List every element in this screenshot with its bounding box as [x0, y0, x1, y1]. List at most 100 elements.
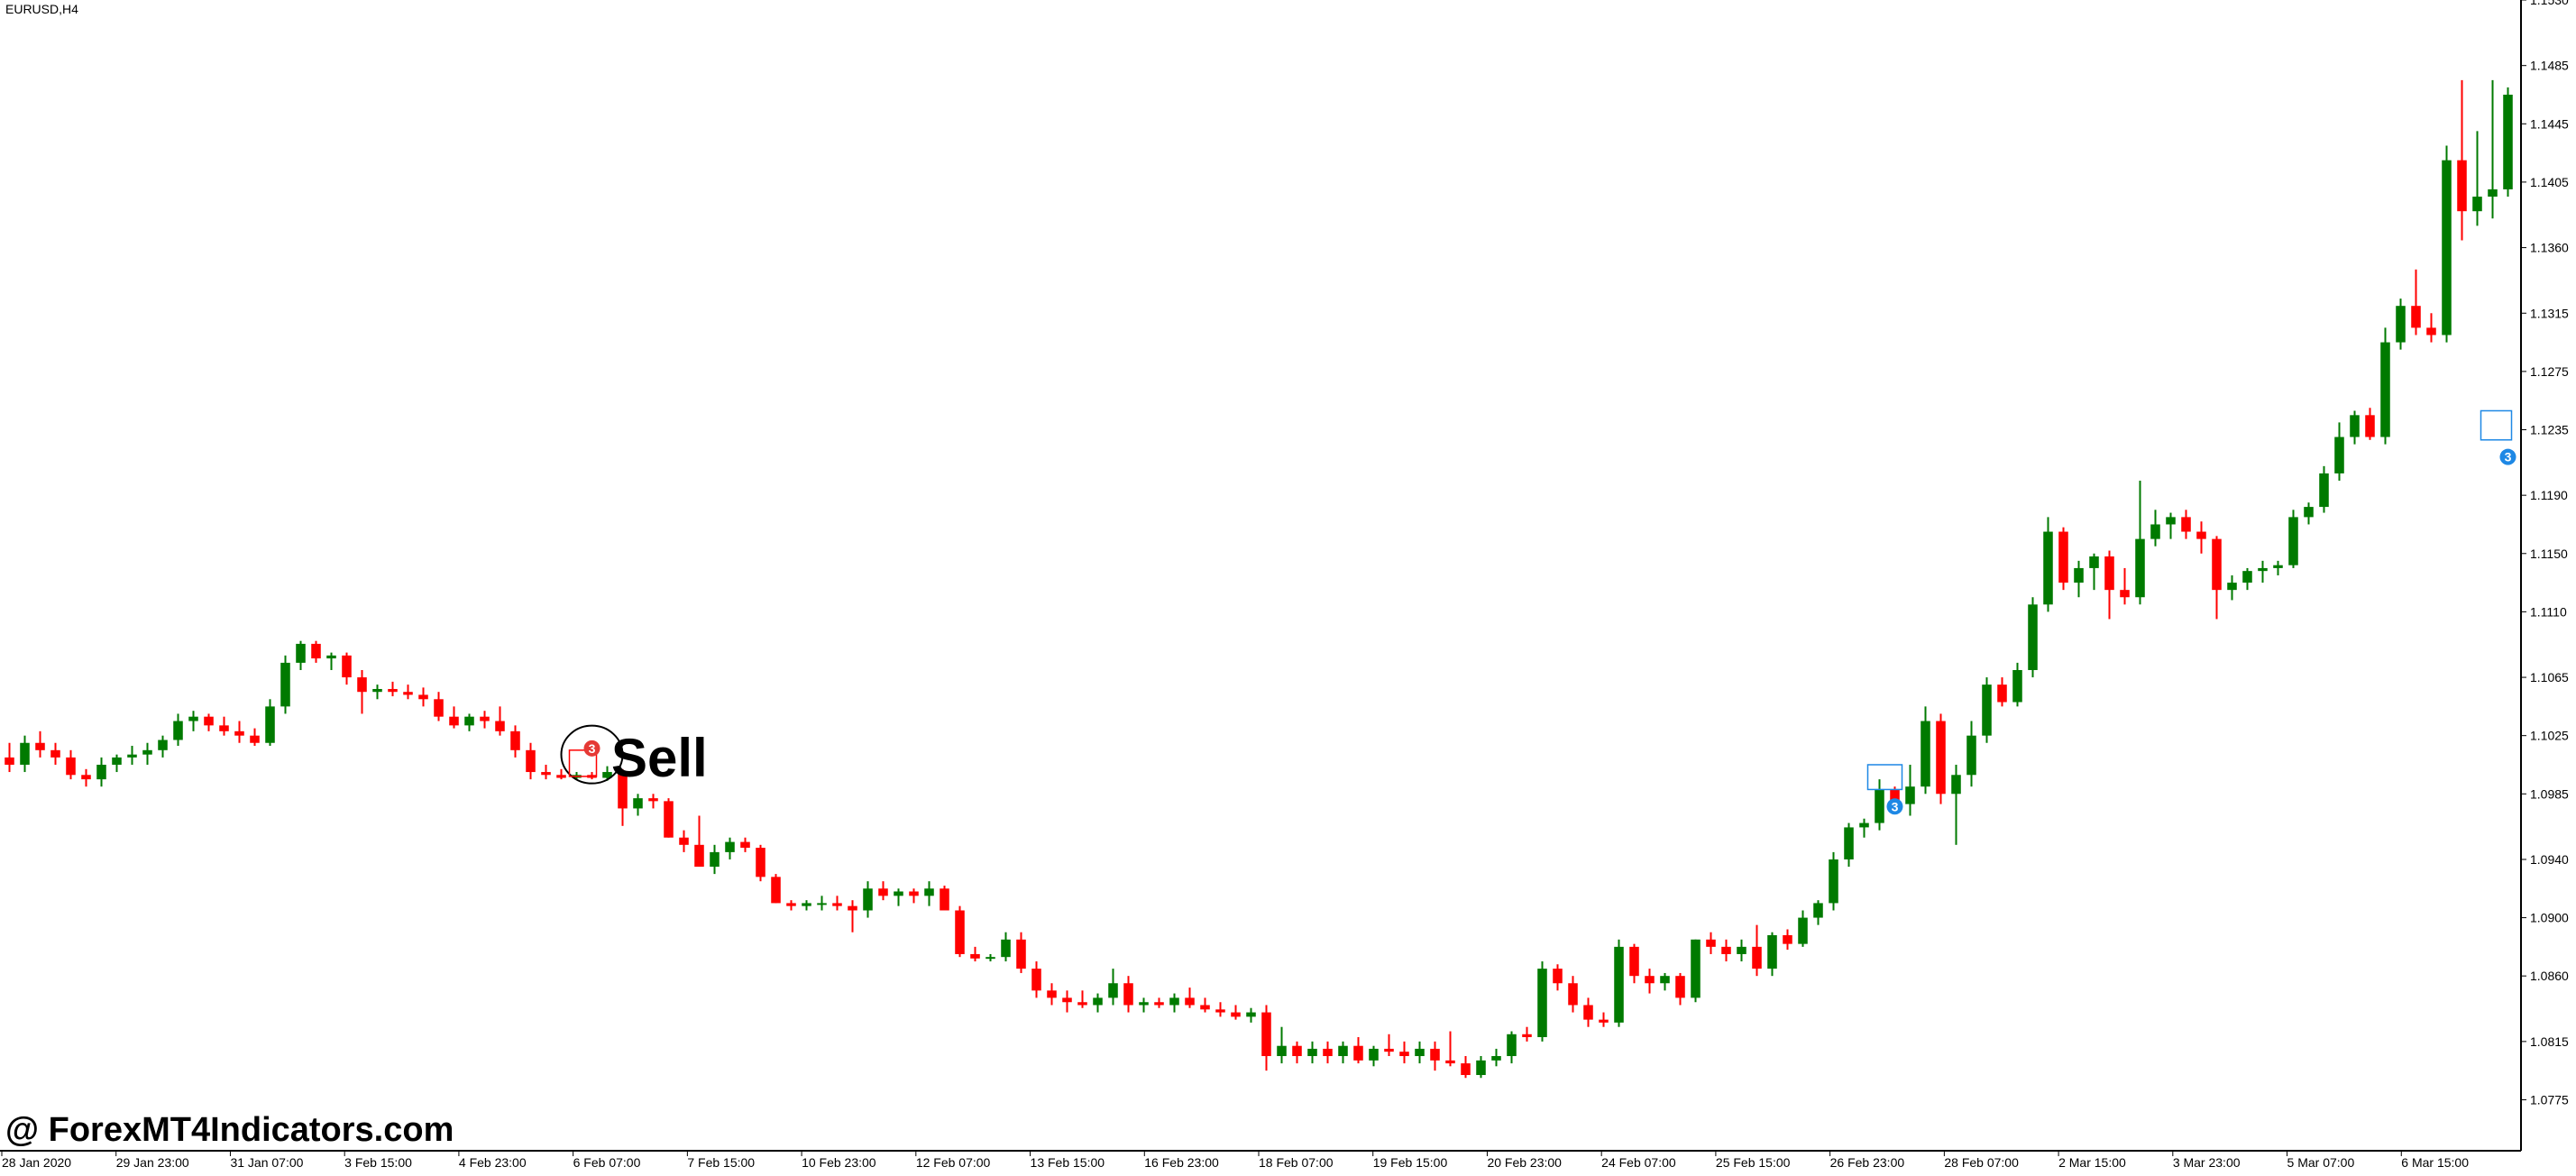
candle [357, 669, 367, 714]
price-tick-label: 1.1065 [2530, 670, 2569, 684]
candle [2288, 510, 2298, 568]
candle-body [434, 699, 444, 717]
candle-body [2380, 342, 2390, 437]
candle-body [786, 903, 796, 906]
candle [188, 711, 198, 731]
candle [1691, 939, 1701, 1003]
price-tick-label: 1.0900 [2530, 911, 2569, 925]
candle [1445, 1031, 1455, 1067]
candle [1353, 1037, 1363, 1064]
candle [2488, 79, 2498, 219]
candle [2442, 145, 2452, 343]
candle [1737, 939, 1746, 962]
candle-body [2043, 531, 2053, 605]
price-tick-label: 1.1235 [2530, 422, 2569, 436]
price-tick-label: 1.1485 [2530, 59, 2569, 73]
price-tick-label: 1.1315 [2530, 306, 2569, 320]
candle-body [2472, 197, 2482, 212]
candle-body [2058, 531, 2068, 583]
candle [1323, 1041, 1333, 1064]
candle-body [50, 749, 60, 758]
candle-body [2457, 160, 2467, 212]
candle [1599, 1012, 1609, 1027]
candle [940, 886, 949, 911]
candle [1568, 976, 1578, 1013]
candle-body [1844, 827, 1854, 859]
candle-body [1660, 976, 1670, 984]
candle [1139, 997, 1149, 1013]
candle-body [2166, 517, 2176, 525]
candle [955, 905, 965, 958]
candle-body [142, 749, 152, 755]
candle-body [1599, 1019, 1609, 1023]
candle-body [1185, 997, 1195, 1006]
candle [480, 711, 490, 729]
candle-body [924, 888, 934, 896]
buy-setup-box [2480, 409, 2513, 441]
candle-body [985, 957, 995, 960]
candle [786, 900, 796, 911]
candle [1844, 822, 1854, 868]
candle-body [5, 757, 14, 765]
candle [2426, 313, 2436, 343]
time-tick-label: 2 Mar 15:00 [2058, 1155, 2126, 1170]
candle-body [802, 903, 811, 906]
candle-body [1062, 997, 1072, 1003]
buy-setup-box [1866, 764, 1903, 791]
candle [2457, 79, 2467, 241]
candle [1813, 900, 1823, 925]
candle [602, 766, 612, 781]
candle-body [1951, 775, 1961, 795]
candle-body [1645, 976, 1655, 984]
sell-setup-box [568, 749, 598, 777]
candle [541, 764, 551, 780]
candle [2074, 560, 2084, 598]
candle [2273, 560, 2283, 575]
candle [50, 742, 60, 765]
price-tick-label: 1.1275 [2530, 364, 2569, 379]
candle [2043, 517, 2053, 612]
candle-body [694, 844, 704, 868]
candle-body [418, 694, 428, 700]
candle-body [679, 837, 689, 845]
candle [2242, 567, 2252, 591]
candle-body [1706, 939, 1716, 947]
candle [1169, 993, 1179, 1013]
candle-body [2304, 507, 2314, 518]
candle-body [1338, 1045, 1348, 1057]
candle-body [1445, 1060, 1455, 1064]
candle-body [480, 716, 490, 721]
time-tick-label: 18 Feb 07:00 [1259, 1155, 1334, 1170]
sell-highlight-circle [560, 724, 624, 785]
candle-body [234, 730, 244, 736]
candle [1399, 1041, 1409, 1064]
candle-body [1491, 1056, 1501, 1061]
candle-body [2227, 583, 2237, 591]
time-tick-label: 31 Jan 07:00 [230, 1155, 303, 1170]
candle-body [495, 721, 505, 731]
candle-body [648, 798, 658, 802]
candle [2135, 481, 2145, 605]
candle [204, 713, 214, 731]
candle [510, 725, 520, 758]
candle [1031, 961, 1041, 998]
candle [985, 953, 995, 962]
candle-body [2242, 571, 2252, 583]
candle [909, 888, 919, 904]
candle-body [1675, 976, 1685, 998]
candle [2104, 550, 2114, 620]
candle-body [2150, 524, 2160, 539]
candle-body [1016, 939, 1026, 969]
candle-body [1093, 997, 1103, 1006]
candle-body [664, 801, 674, 838]
candle [1338, 1041, 1348, 1064]
candle-body [1921, 721, 1930, 787]
price-tick-label: 1.1445 [2530, 116, 2569, 131]
price-tick-label: 1.1190 [2530, 488, 2568, 502]
candle [1001, 932, 1011, 962]
signal-badge-number: 3 [1892, 799, 1899, 813]
candle-body [449, 716, 459, 726]
candle [1231, 1005, 1241, 1020]
